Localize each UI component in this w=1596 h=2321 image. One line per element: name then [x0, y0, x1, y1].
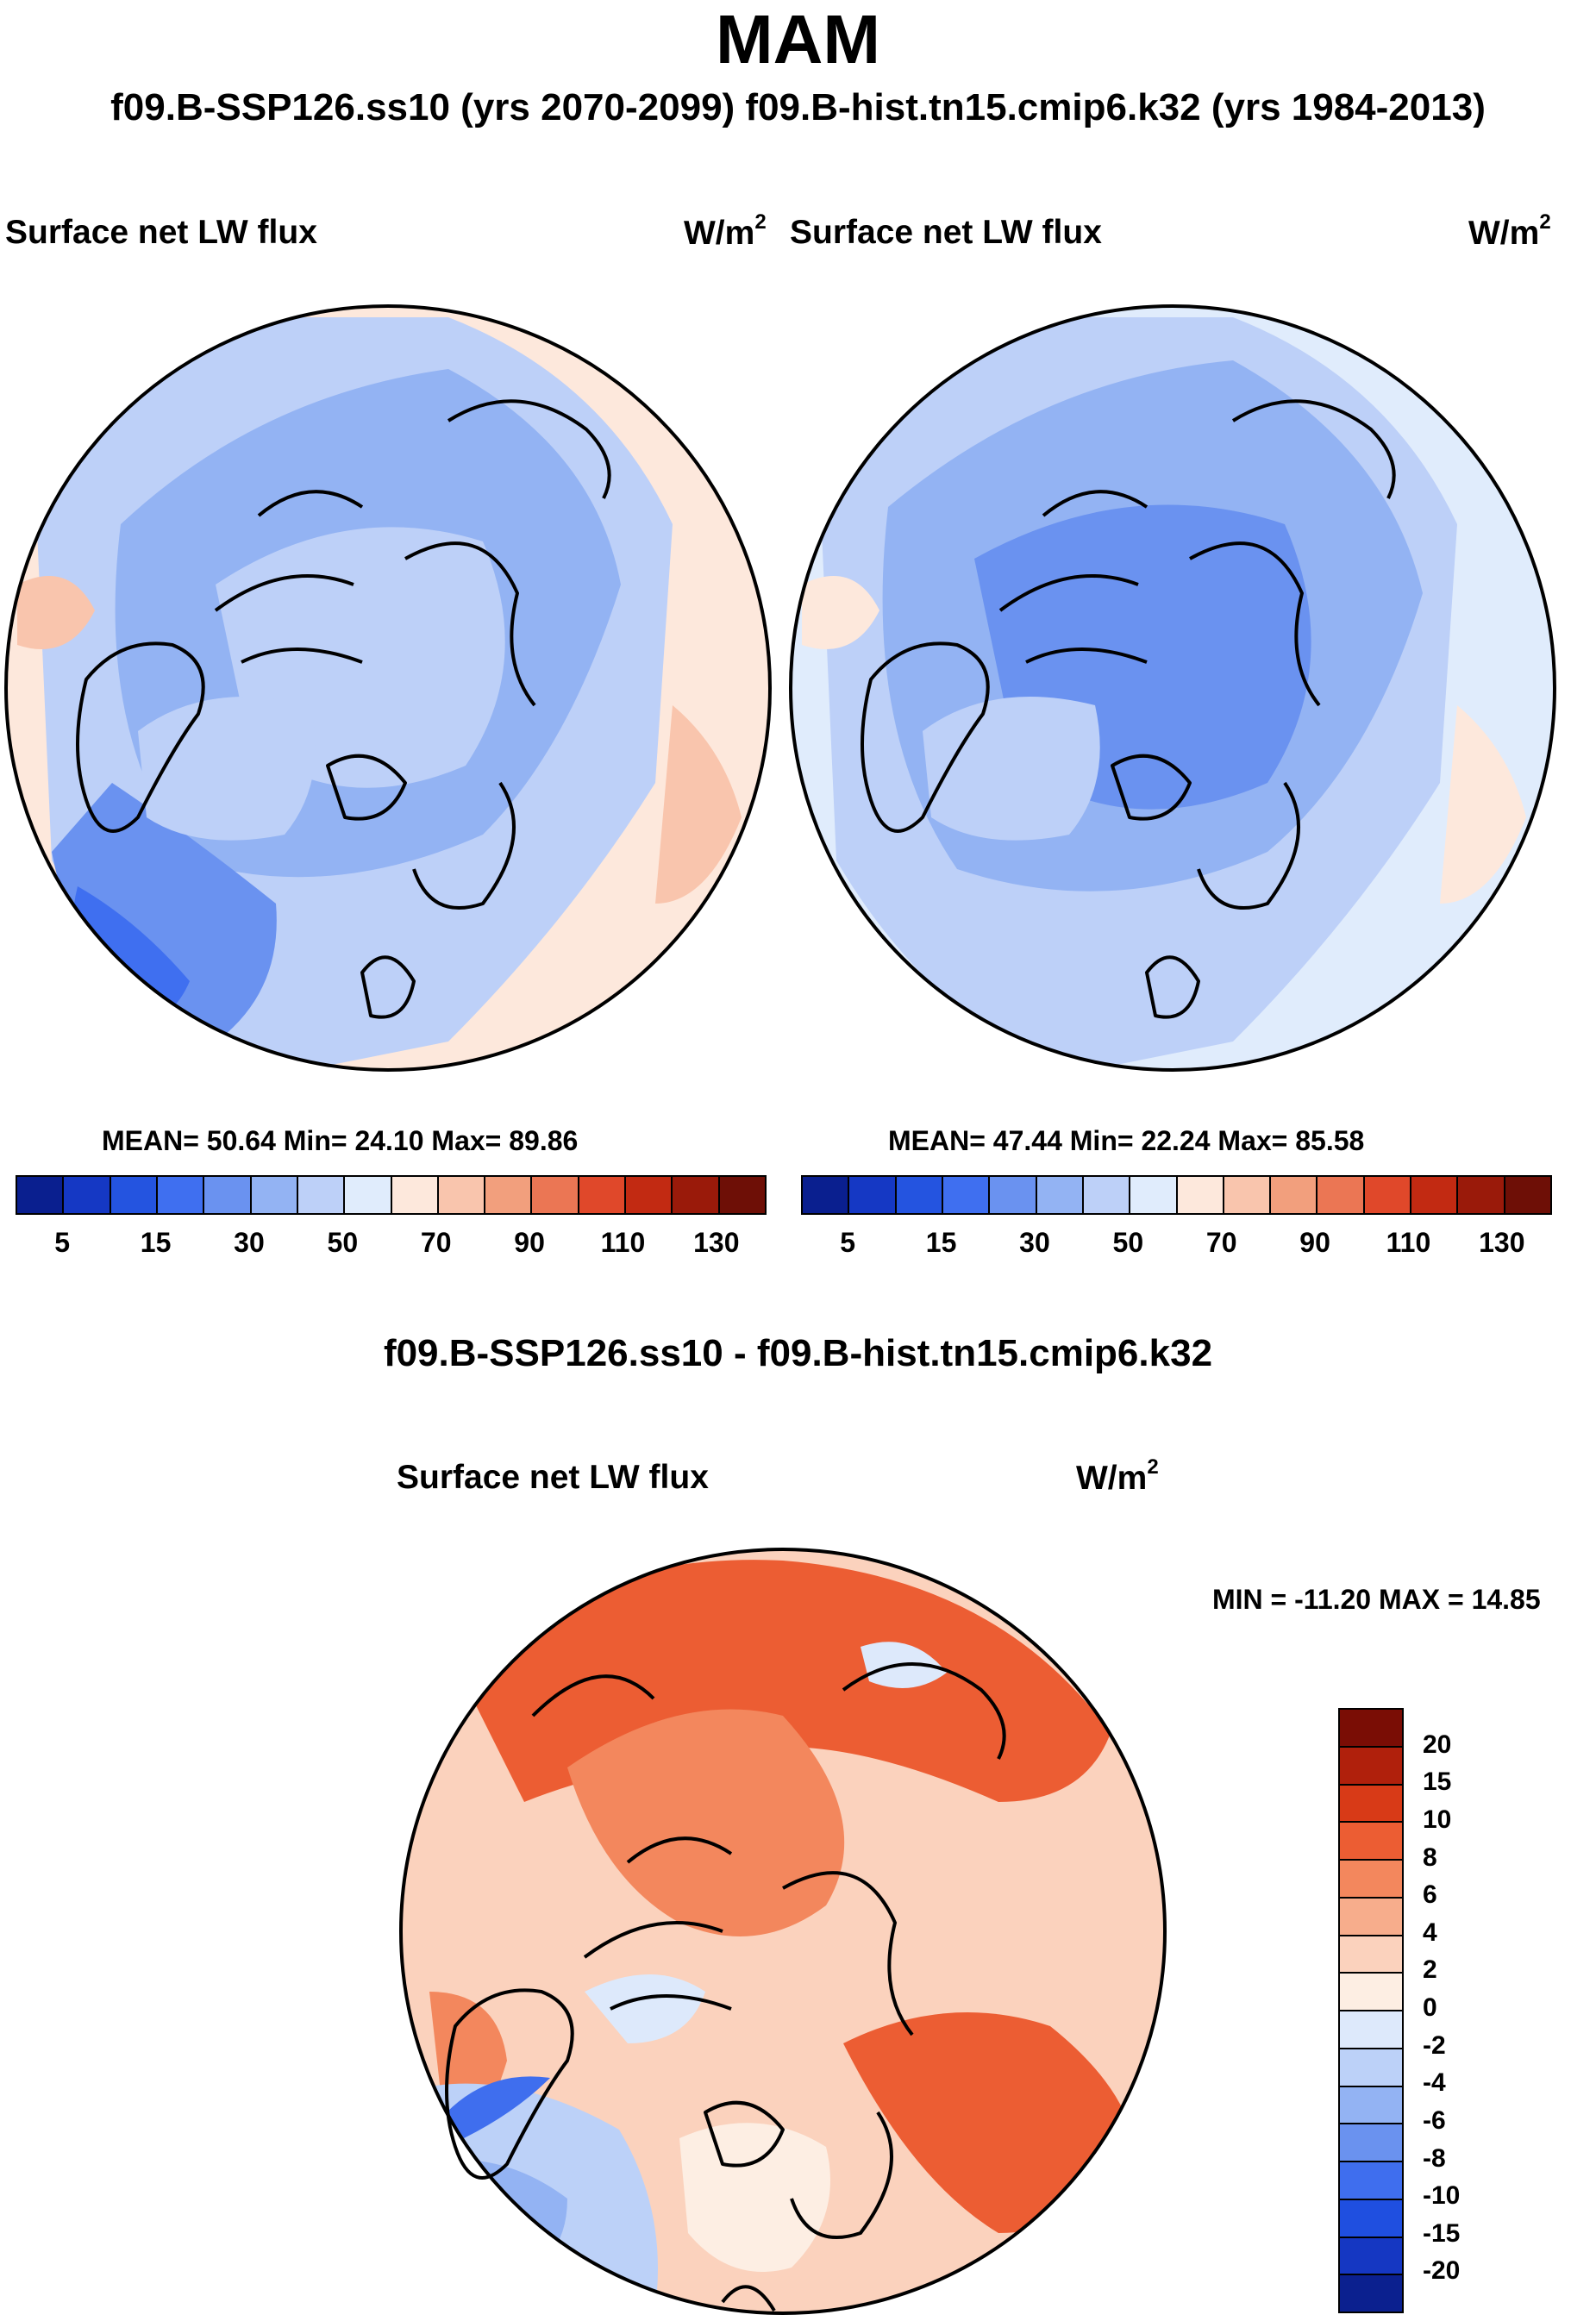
left-colorbar	[16, 1175, 767, 1215]
colorbar-box	[532, 1177, 579, 1213]
diff-panel-unit: W/m2	[1076, 1455, 1159, 1497]
colorbar-box	[849, 1177, 897, 1213]
colorbar-box	[391, 1177, 439, 1213]
right-panel-unit: W/m2	[1468, 210, 1551, 252]
colorbar-box	[1340, 1861, 1402, 1899]
colorbar-box	[1340, 1785, 1402, 1824]
colorbar-tick-label: 10	[1423, 1805, 1452, 1834]
colorbar-box	[1340, 2162, 1402, 2200]
colorbar-box	[719, 1177, 765, 1213]
diff-panel-variable: Surface net LW flux	[397, 1459, 709, 1496]
colorbar-tick-label: 5	[840, 1227, 856, 1258]
colorbar-box	[251, 1177, 298, 1213]
colorbar-tick-label: 30	[234, 1227, 265, 1258]
colorbar-tick-label: -4	[1423, 2068, 1446, 2098]
colorbar-tick-label: 130	[1479, 1227, 1525, 1258]
colorbar-box	[1505, 1177, 1550, 1213]
right-panel-stats: MEAN= 47.44 Min= 22.24 Max= 85.58	[888, 1125, 1365, 1156]
colorbar-box	[1340, 2275, 1402, 2312]
colorbar-box	[1340, 2086, 1402, 2125]
colorbar-tick-label: 15	[925, 1227, 957, 1258]
colorbar-tick-label: -15	[1423, 2218, 1461, 2248]
colorbar-tick-label: 90	[1299, 1227, 1330, 1258]
colorbar-tick-label: 4	[1423, 1917, 1437, 1947]
colorbar-box	[990, 1177, 1037, 1213]
colorbar-box	[1130, 1177, 1178, 1213]
colorbar-box	[579, 1177, 627, 1213]
colorbar-box	[1340, 1710, 1402, 1748]
colorbar-box	[1340, 1823, 1402, 1861]
colorbar-tick-label: -6	[1423, 2105, 1446, 2135]
colorbar-box	[297, 1177, 346, 1213]
colorbar-box	[438, 1177, 486, 1213]
colorbar-box	[1340, 2237, 1402, 2276]
colorbar-tick-label: 5	[54, 1227, 71, 1258]
colorbar-tick-label: -10	[1423, 2181, 1461, 2211]
colorbar-tick-label: 90	[514, 1227, 545, 1258]
colorbar-box	[673, 1177, 720, 1213]
colorbar-box	[1364, 1177, 1412, 1213]
colorbar-box	[1317, 1177, 1365, 1213]
colorbar-box	[1224, 1177, 1272, 1213]
difference-colorbar	[1338, 1708, 1404, 2313]
colorbar-box	[1340, 2199, 1402, 2238]
colorbar-tick-label: 20	[1423, 1730, 1452, 1759]
right-colorbar	[801, 1175, 1552, 1215]
colorbar-box	[803, 1177, 850, 1213]
difference-polar-map	[399, 1548, 1167, 2315]
colorbar-box	[942, 1177, 991, 1213]
colorbar-tick-label: 110	[600, 1227, 646, 1258]
colorbar-box	[1411, 1177, 1459, 1213]
left-polar-map	[4, 304, 772, 1072]
difference-title: f09.B-SSP126.ss10 - f09.B-hist.tn15.cmip…	[383, 1332, 1213, 1374]
colorbar-tick-label: 50	[327, 1227, 359, 1258]
colorbar-box	[17, 1177, 65, 1213]
colorbar-box	[1340, 1936, 1402, 1974]
colorbar-tick-label: 6	[1423, 1880, 1437, 1910]
colorbar-box	[204, 1177, 252, 1213]
colorbar-box	[345, 1177, 392, 1213]
colorbar-box	[1340, 2049, 1402, 2087]
colorbar-box	[1177, 1177, 1224, 1213]
colorbar-tick-label: 30	[1019, 1227, 1050, 1258]
left-panel-variable: Surface net LW flux	[5, 214, 317, 251]
left-panel-stats: MEAN= 50.64 Min= 24.10 Max= 89.86	[102, 1125, 579, 1156]
colorbar-tick-label: 15	[140, 1227, 172, 1258]
right-panel-variable: Surface net LW flux	[790, 214, 1102, 251]
colorbar-tick-label: 70	[420, 1227, 452, 1258]
colorbar-tick-label: -20	[1423, 2256, 1461, 2286]
colorbar-box	[1458, 1177, 1505, 1213]
colorbar-tick-label: 0	[1423, 1993, 1437, 2022]
runs-header: f09.B-SSP126.ss10 (yrs 2070-2099) f09.B-…	[110, 86, 1486, 128]
colorbar-tick-label: 130	[693, 1227, 740, 1258]
colorbar-box	[64, 1177, 111, 1213]
colorbar-tick-label: 15	[1423, 1767, 1452, 1797]
colorbar-tick-label: 110	[1386, 1227, 1431, 1258]
left-panel-unit: W/m2	[684, 210, 767, 252]
colorbar-box	[626, 1177, 673, 1213]
colorbar-box	[896, 1177, 943, 1213]
colorbar-box	[1036, 1177, 1084, 1213]
colorbar-tick-label: 50	[1112, 1227, 1144, 1258]
colorbar-box	[1340, 1747, 1402, 1786]
colorbar-box	[1271, 1177, 1318, 1213]
colorbar-tick-label: 2	[1423, 1955, 1437, 1985]
colorbar-box	[110, 1177, 158, 1213]
colorbar-box	[485, 1177, 533, 1213]
colorbar-tick-label: -8	[1423, 2143, 1446, 2173]
colorbar-box	[1340, 2124, 1402, 2162]
colorbar-box	[1340, 1898, 1402, 1936]
colorbar-box	[1083, 1177, 1131, 1213]
colorbar-tick-label: -2	[1423, 2030, 1446, 2060]
season-title: MAM	[715, 1, 881, 78]
colorbar-tick-label: 70	[1205, 1227, 1237, 1258]
colorbar-tick-label: 8	[1423, 1842, 1437, 1872]
colorbar-box	[1340, 2011, 1402, 2049]
diff-panel-stats: MIN = -11.20 MAX = 14.85	[1212, 1584, 1541, 1615]
colorbar-box	[1340, 1974, 1402, 2011]
colorbar-box	[157, 1177, 205, 1213]
right-polar-map	[789, 304, 1556, 1072]
